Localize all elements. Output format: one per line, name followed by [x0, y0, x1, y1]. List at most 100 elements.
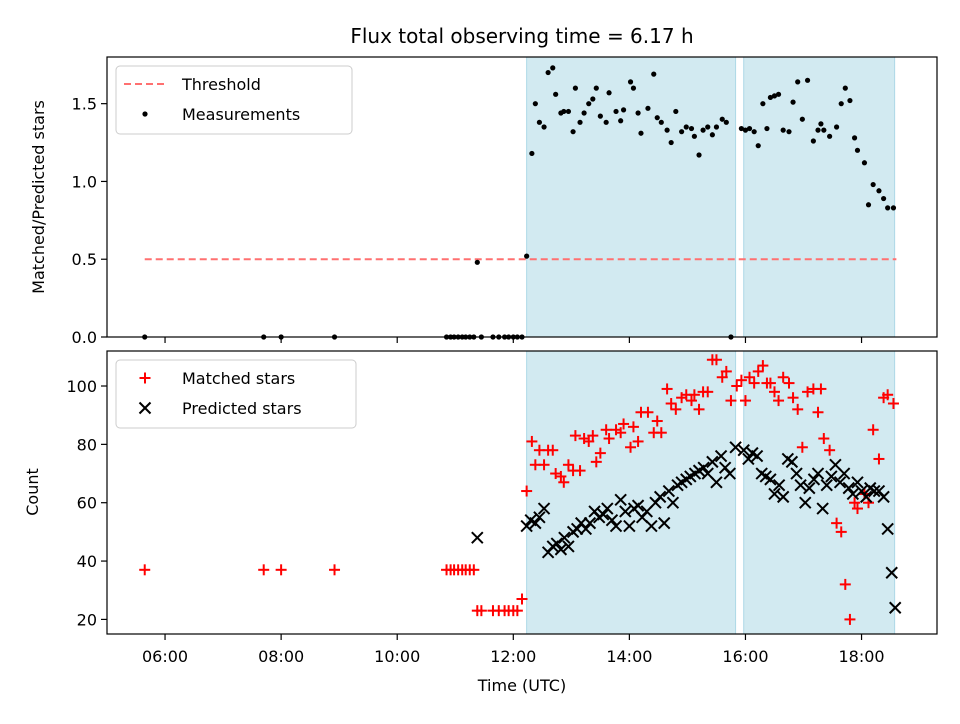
bottom-series-0-point — [720, 365, 732, 377]
bottom-series-1-point-b — [520, 519, 533, 533]
bottom-series-0-point — [521, 485, 533, 497]
bottom-series-0-point — [710, 354, 722, 366]
bottom-series-1-point-b — [605, 514, 619, 527]
bottom-series-0-point — [787, 392, 799, 404]
bottom-series-1-point-b — [842, 481, 855, 495]
bottom-series-0-point — [583, 435, 595, 447]
bottom-series-1-point-b — [706, 455, 719, 469]
top-series-0-point — [613, 108, 619, 115]
bottom-series-0-point — [603, 433, 615, 445]
bottom-series-0-point — [867, 424, 879, 436]
bottom-series-0-point — [547, 444, 559, 456]
top-series-0-point — [760, 101, 766, 107]
bottom-series-1-point — [737, 443, 750, 457]
bottom-series-1-point-b — [851, 476, 864, 489]
bottom-series-1-point — [714, 449, 728, 463]
bottom-series-1-point-b — [558, 531, 571, 544]
bottom-series-1-point-b — [742, 452, 755, 466]
bottom-series-1-point-b — [877, 490, 890, 504]
bottom-series-0-point — [752, 365, 764, 377]
bottom-series-1-point-b — [794, 478, 807, 492]
top-series-0-point — [593, 85, 599, 91]
bottom-series-1-point-b — [776, 490, 790, 504]
bottom-ytick-label: 60 — [77, 494, 97, 513]
bottom-series-0-point — [538, 459, 550, 471]
bottom-series-1-point — [807, 473, 821, 486]
bottom-series-1-point-b — [816, 502, 829, 515]
top-series-0-point — [821, 127, 827, 133]
bottom-series-1-point — [533, 511, 546, 524]
top-series-0-point — [804, 77, 811, 83]
bottom-series-1-point-b — [799, 496, 812, 509]
top-series-0-point — [818, 121, 824, 127]
bottom-series-0-point — [655, 427, 667, 439]
bottom-series-1-point — [601, 502, 614, 515]
bottom-series-1-point-b — [807, 473, 821, 486]
bottom-series-1-point — [579, 522, 593, 536]
bottom-series-1-point-b — [529, 516, 542, 530]
bottom-series-1-point — [729, 441, 742, 454]
bottom-ytick-label: 100 — [66, 377, 97, 396]
bottom-series-0-point — [839, 578, 851, 590]
top-legend-label: Threshold — [181, 75, 261, 94]
top-series-0-point — [876, 188, 882, 194]
top-series-0-point — [795, 79, 801, 85]
bottom-series-0-point — [618, 418, 630, 430]
bottom-series-1-point — [764, 473, 777, 486]
bottom-series-1-point — [842, 481, 855, 495]
bottom-series-1-point-b — [554, 543, 568, 556]
bottom-series-0-point — [748, 377, 760, 389]
bottom-series-0-point — [275, 564, 287, 576]
top-series-0-point — [545, 69, 551, 76]
top-series-0-point — [700, 127, 706, 133]
top-series-0-point — [742, 127, 749, 133]
top-series-0-point — [838, 101, 844, 107]
bottom-series-1-point-b — [471, 531, 484, 544]
bottom-series-1-point-b — [714, 449, 728, 463]
top-series-0-point — [586, 101, 592, 107]
top-series-0-point — [815, 127, 821, 133]
bottom-series-0-point — [569, 430, 581, 442]
bottom-series-0-point — [258, 564, 270, 576]
top-series-0-point — [691, 133, 697, 139]
top-series-0-point — [767, 94, 774, 101]
top-series-0-point — [603, 119, 609, 125]
bottom-series-0-point — [824, 444, 836, 456]
bottom-series-1-point-b — [645, 519, 658, 533]
bottom-series-1-point — [816, 502, 829, 515]
bottom-series-0-point — [882, 389, 894, 401]
top-series-0-point — [847, 97, 853, 104]
top-series-0-point — [799, 116, 805, 122]
top-series-0-point — [854, 147, 861, 153]
bottom-series-0-point — [851, 503, 863, 515]
top-series-0-point — [590, 96, 596, 102]
bottom-series-0-point — [139, 564, 151, 576]
bottom-series-0-point — [587, 430, 599, 442]
xtick-label: 12:00 — [490, 647, 536, 666]
bottom-series-0-point — [844, 613, 856, 625]
bottom-series-1-point — [799, 496, 812, 509]
bottom-series-0-point — [665, 398, 677, 410]
bottom-series-1-point — [597, 508, 610, 521]
top-panel: 0.0 0.5 1.0 1.5 Threshold Measurements — [72, 56, 938, 347]
bottom-legend-label: Predicted stars — [182, 399, 302, 418]
bottom-series-1-point — [706, 455, 719, 469]
top-series-0-point — [606, 90, 612, 96]
bottom-series-0-point — [685, 395, 697, 407]
top-series-0-point — [627, 79, 634, 85]
bottom-series-1-point-b — [666, 496, 680, 509]
bottom-series-0-point — [835, 526, 847, 538]
bottom-series-1-point-b — [597, 508, 610, 521]
top-series-0-point — [474, 259, 480, 265]
top-series-0-point — [679, 129, 685, 135]
xtick-label: 18:00 — [838, 647, 884, 666]
bottom-series-1-point — [785, 455, 799, 469]
top-series-0-point — [861, 160, 868, 166]
bottom-series-1-point — [811, 467, 825, 480]
bottom-series-0-point — [725, 395, 737, 407]
bottom-series-1-point-b — [820, 478, 833, 492]
top-series-0-point — [536, 119, 543, 125]
bottom-series-0-point — [558, 476, 570, 488]
top-series-0-point — [870, 181, 876, 188]
bottom-series-1-point-b — [623, 519, 636, 533]
